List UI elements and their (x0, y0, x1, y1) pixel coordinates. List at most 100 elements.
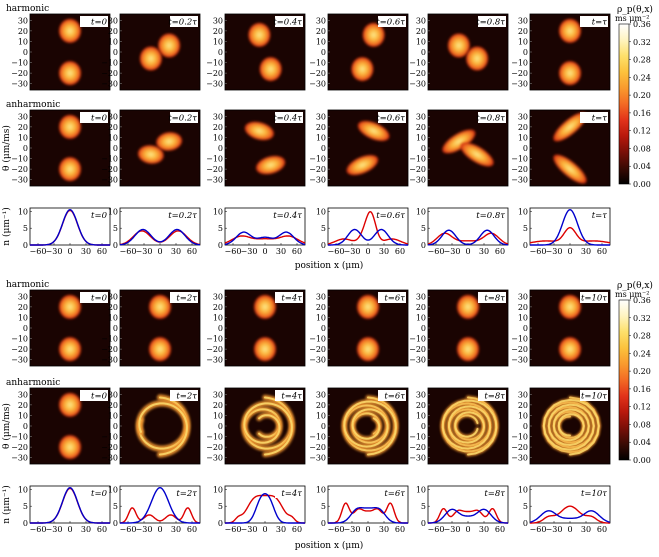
x-tick-label: 0 (567, 247, 572, 256)
y-tick-label: −20 (511, 165, 528, 174)
phase-content (341, 395, 399, 457)
time-label-box (80, 210, 108, 220)
time-label: t=8τ (484, 294, 505, 304)
y-tick-label: −20 (11, 443, 28, 452)
y-tick-label: 10 (18, 37, 28, 46)
density-blob (256, 155, 286, 175)
y-tick-label: 5 (421, 502, 426, 511)
time-label: t=0 (91, 489, 108, 499)
density-panel: 0 5 10 −60 −30 0 30 60 t=2τ (108, 485, 201, 534)
density-blob (59, 157, 81, 182)
colorbar-tick-label: 0.12 (633, 127, 651, 136)
y-tick-label: 20 (213, 123, 223, 132)
y-tick-label: 0 (218, 519, 223, 528)
spiral-core (542, 398, 600, 456)
y-tick-label: −30 (409, 454, 426, 463)
y-tick-label: 20 (213, 27, 223, 36)
theta-axis-label: θ (μm/ms) (1, 125, 12, 171)
y-tick-label: 30 (108, 16, 118, 25)
colorbar-tick-label: 0.36 (633, 296, 651, 305)
y-tick-label: 0 (23, 324, 28, 333)
y-tick-label: 0 (421, 324, 426, 333)
y-tick-label: 0 (321, 241, 326, 250)
y-tick-label: 30 (18, 390, 28, 399)
anharmonic-line (428, 508, 508, 524)
y-tick-label: 30 (18, 292, 28, 301)
x-tick-label: 60 (395, 525, 405, 534)
y-tick-label: −10 (11, 335, 28, 344)
y-tick-label: 20 (416, 123, 426, 132)
y-tick-label: −20 (309, 165, 326, 174)
y-tick-label: 5 (113, 224, 118, 233)
y-tick-label: −30 (206, 176, 223, 185)
x-tick-label: 60 (597, 247, 607, 256)
time-label-box (275, 292, 303, 303)
anharmonic-line (225, 494, 305, 524)
y-tick-label: −10 (206, 155, 223, 164)
density-panel: 0 5 10 −60 −30 0 30 60 t=0.4τ (213, 207, 306, 256)
y-tick-label: −10 (309, 433, 326, 442)
time-label-box (378, 16, 406, 27)
time-label: t=6τ (384, 392, 405, 402)
density-blob (248, 22, 271, 47)
anharmonic-line (224, 235, 306, 244)
x-tick-label: 60 (495, 247, 505, 256)
time-label-box (580, 112, 608, 123)
y-tick-label: 5 (321, 502, 326, 511)
y-tick-label: −30 (11, 454, 28, 463)
phase-content (457, 294, 479, 362)
time-label: t=0.2τ (168, 114, 197, 124)
time-label: t=0.8τ (476, 114, 505, 124)
y-tick-label: 0 (113, 241, 118, 250)
colorbar-tick-label: 0.12 (633, 403, 651, 412)
y-tick-label: −10 (11, 155, 28, 164)
x-tick-label: 0 (465, 525, 470, 534)
y-tick-label: −30 (101, 80, 118, 89)
y-tick-label: 5 (113, 502, 118, 511)
phase-content (559, 294, 581, 362)
colorbar-tick-label: 0.20 (633, 367, 651, 376)
y-tick-label: −20 (11, 345, 28, 354)
time-label: t=τ (592, 18, 608, 28)
time-label-box (580, 488, 608, 498)
y-tick-label: 20 (108, 303, 118, 312)
time-label: t=0 (91, 114, 108, 124)
y-tick-label: −10 (206, 335, 223, 344)
phase-content (346, 120, 390, 176)
y-tick-label: 30 (213, 112, 223, 121)
y-tick-label: −30 (409, 176, 426, 185)
colorbar-tick-label: 0.32 (633, 314, 651, 323)
y-tick-label: −20 (309, 345, 326, 354)
y-tick-label: −20 (101, 69, 118, 78)
y-tick-label: 0 (218, 241, 223, 250)
density-panel: 0 5 10 −60 −30 0 30 60 t=8τ (416, 485, 509, 534)
x-tick-label: 0 (67, 247, 72, 256)
phase-content (241, 394, 295, 458)
y-tick-label: −30 (11, 80, 28, 89)
phase-content (351, 22, 385, 82)
density-blob (59, 294, 81, 319)
y-tick-label: −20 (206, 165, 223, 174)
time-label-box (378, 292, 406, 303)
time-label: t=0.4τ (273, 211, 302, 221)
phase-content (442, 129, 494, 167)
x-tick-label: 30 (379, 525, 389, 534)
y-tick-label: 20 (18, 27, 28, 36)
y-tick-label: 20 (416, 401, 426, 410)
y-tick-label: 10 (416, 485, 426, 494)
y-tick-label: −20 (409, 443, 426, 452)
x-tick-label: −60 (428, 247, 445, 256)
y-tick-label: 30 (18, 112, 28, 121)
colorbar-tick-label: 0.36 (633, 20, 651, 29)
y-tick-label: 5 (321, 224, 326, 233)
y-tick-label: −10 (101, 59, 118, 68)
harmonic-line (328, 228, 408, 246)
y-tick-label: −20 (206, 443, 223, 452)
x-tick-label: −60 (428, 525, 445, 534)
